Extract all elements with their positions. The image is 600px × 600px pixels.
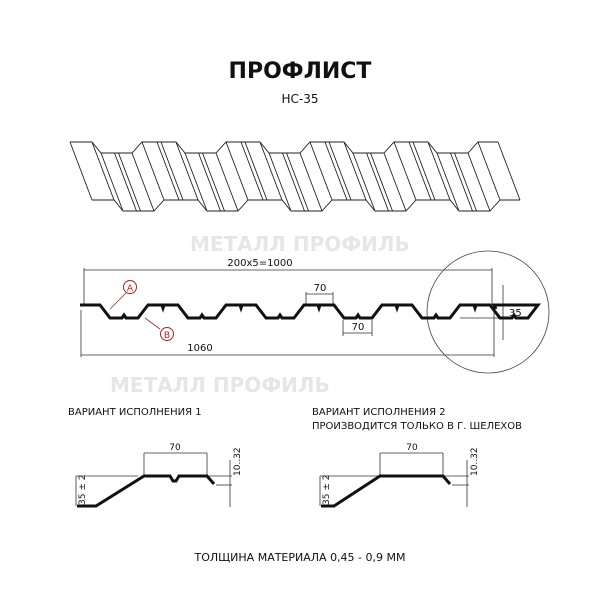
sheet-fold-line <box>69 141 93 201</box>
marker-b <box>160 327 174 341</box>
sheet-fold-line <box>477 141 501 201</box>
sheet-fold-line <box>225 141 249 201</box>
variant-2-shelf-label: 70 <box>406 443 418 453</box>
sheet-rib-line <box>114 152 137 212</box>
watermark-text-2: МЕТАЛЛ ПРОФИЛЬ <box>110 373 330 397</box>
sheet-fold-line <box>141 141 165 201</box>
sheet-fold-line <box>91 141 115 201</box>
sheet-rib-line <box>450 152 473 212</box>
sheet-rib-line <box>198 152 221 212</box>
sheet-rib-line <box>454 152 477 212</box>
sheet-fold-line <box>427 141 451 201</box>
sheet-rib-line <box>324 141 348 201</box>
sheet-fold-line <box>299 152 323 212</box>
variant-1-edge-label: 10..32 <box>233 447 243 476</box>
sheet-fold-line <box>352 152 376 212</box>
sheet-rib-line <box>244 141 268 201</box>
sheet-fold-line <box>393 141 417 201</box>
sheet-bottom-edge <box>92 199 520 212</box>
sheet-rib-line <box>366 152 389 212</box>
sheet-rib-line <box>328 141 352 201</box>
width-label: 1060 <box>187 343 212 354</box>
sheet-rib-line <box>202 152 225 212</box>
sheet-fold-line <box>184 152 208 212</box>
marker-b-label: B <box>164 331 170 341</box>
variant-1-title: ВАРИАНТ ИСПОЛНЕНИЯ 1 <box>68 407 202 418</box>
variant-2: ВАРИАНТ ИСПОЛНЕНИЯ 2 ПРОИЗВОДИТСЯ ТОЛЬКО… <box>312 407 522 508</box>
variant-2-edge-label: 10..32 <box>470 447 480 476</box>
bottom-shelf-label: 70 <box>352 322 365 333</box>
span-label: 200x5=1000 <box>227 258 292 269</box>
sheet-fold-line <box>436 152 460 212</box>
sheet-rib-line <box>412 141 436 201</box>
sheet-fold-line <box>383 152 407 212</box>
variant-1-profile <box>77 474 216 508</box>
variant-2-height-label: 35 ± 2 <box>322 475 332 505</box>
model-label: НС-35 <box>281 92 318 106</box>
variant-1-shelf-label: 70 <box>169 443 181 453</box>
sheet-fold-line <box>215 152 239 212</box>
cross-section: 200x5=1000 1060 70 70 35 A B <box>80 250 550 374</box>
variant-2-subtitle: ПРОИЗВОДИТСЯ ТОЛЬКО В Г. ШЕЛЕХОВ <box>312 421 522 432</box>
sheet-rib-line <box>156 141 180 201</box>
sheet-rib-line <box>240 141 264 201</box>
sheet-fold-line <box>131 152 155 212</box>
marker-a-leader <box>109 292 127 310</box>
watermark-text-1: МЕТАЛЛ ПРОФИЛЬ <box>190 232 410 256</box>
marker-a-label: A <box>127 284 134 294</box>
material-thickness: ТОЛЩИНА МАТЕРИАЛА 0,45 - 0,9 ММ <box>194 551 406 564</box>
sheet-fold-line <box>467 152 491 212</box>
sheet-rib-line <box>286 152 309 212</box>
variant-2-profile <box>321 474 452 508</box>
top-shelf-label: 70 <box>314 283 327 294</box>
sheet-fold-line <box>268 152 292 212</box>
sheet-fold-line <box>309 141 333 201</box>
profile-line <box>80 303 542 320</box>
sheet-fold-line <box>343 141 367 201</box>
variant-1-height-label: 35 ± 2 <box>78 475 88 505</box>
sheet-fold-line <box>175 141 199 201</box>
sheet-fold-line <box>497 141 521 201</box>
sheet-fold-line <box>259 141 283 201</box>
sheet-fold-line <box>100 152 124 212</box>
sheet-rib-line <box>118 152 141 212</box>
watermark-logo: МЕТАЛЛ ПРОФИЛЬ МЕТАЛЛ ПРОФИЛЬ <box>110 232 410 397</box>
sheet-top-edge <box>70 141 498 154</box>
page-title: ПРОФЛИСТ <box>229 59 372 84</box>
sheet-3d-view <box>69 141 521 212</box>
detail-circle <box>426 250 550 374</box>
height-label: 35 <box>509 308 522 319</box>
sheet-rib-line <box>408 141 432 201</box>
sheet-rib-line <box>370 152 393 212</box>
variant-1: ВАРИАНТ ИСПОЛНЕНИЯ 1 35 ± 2 70 10..32 <box>68 407 243 508</box>
sheet-rib-line <box>160 141 184 201</box>
variant-2-title: ВАРИАНТ ИСПОЛНЕНИЯ 2 <box>312 407 446 418</box>
marker-a <box>123 280 137 294</box>
marker-b-leader <box>144 317 161 330</box>
sheet-rib-line <box>282 152 305 212</box>
